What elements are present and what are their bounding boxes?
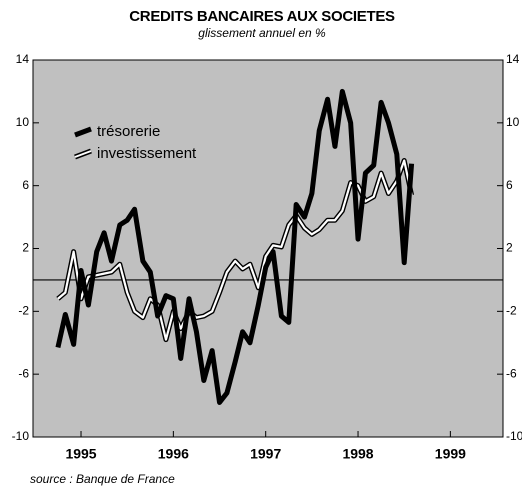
y-tick-label: -10 — [506, 429, 522, 443]
chart-subtitle: glissement annuel en % — [198, 26, 326, 40]
chart-title: CREDITS BANCAIRES AUX SOCIETES — [129, 8, 395, 25]
x-tick-label: 1996 — [158, 446, 189, 462]
y-tick-label: 6 — [22, 178, 29, 192]
y-tick-label: 14 — [506, 52, 520, 66]
y-tick-label: 2 — [506, 241, 513, 255]
x-tick-label: 1999 — [435, 446, 466, 462]
y-tick-label: -10 — [12, 429, 30, 443]
y-tick-label: -2 — [506, 304, 517, 318]
legend-label: trésorerie — [97, 123, 160, 140]
y-tick-label: 2 — [22, 241, 29, 255]
y-tick-label: -6 — [18, 366, 29, 380]
x-tick-label: 1995 — [65, 446, 96, 462]
legend-swatch — [74, 150, 92, 158]
y-tick-label: -2 — [18, 304, 29, 318]
source-note: source : Banque de France — [30, 472, 175, 486]
x-tick-label: 1997 — [250, 446, 281, 462]
y-tick-label: 6 — [506, 178, 513, 192]
y-tick-label: 10 — [16, 115, 30, 129]
series-line — [55, 88, 415, 405]
y-tick-label: 14 — [16, 52, 30, 66]
legend-swatch — [74, 126, 92, 138]
y-tick-label: 10 — [506, 115, 520, 129]
legend-label: investissement — [97, 145, 197, 162]
x-tick-label: 1998 — [342, 446, 373, 462]
y-tick-label: -6 — [506, 366, 517, 380]
